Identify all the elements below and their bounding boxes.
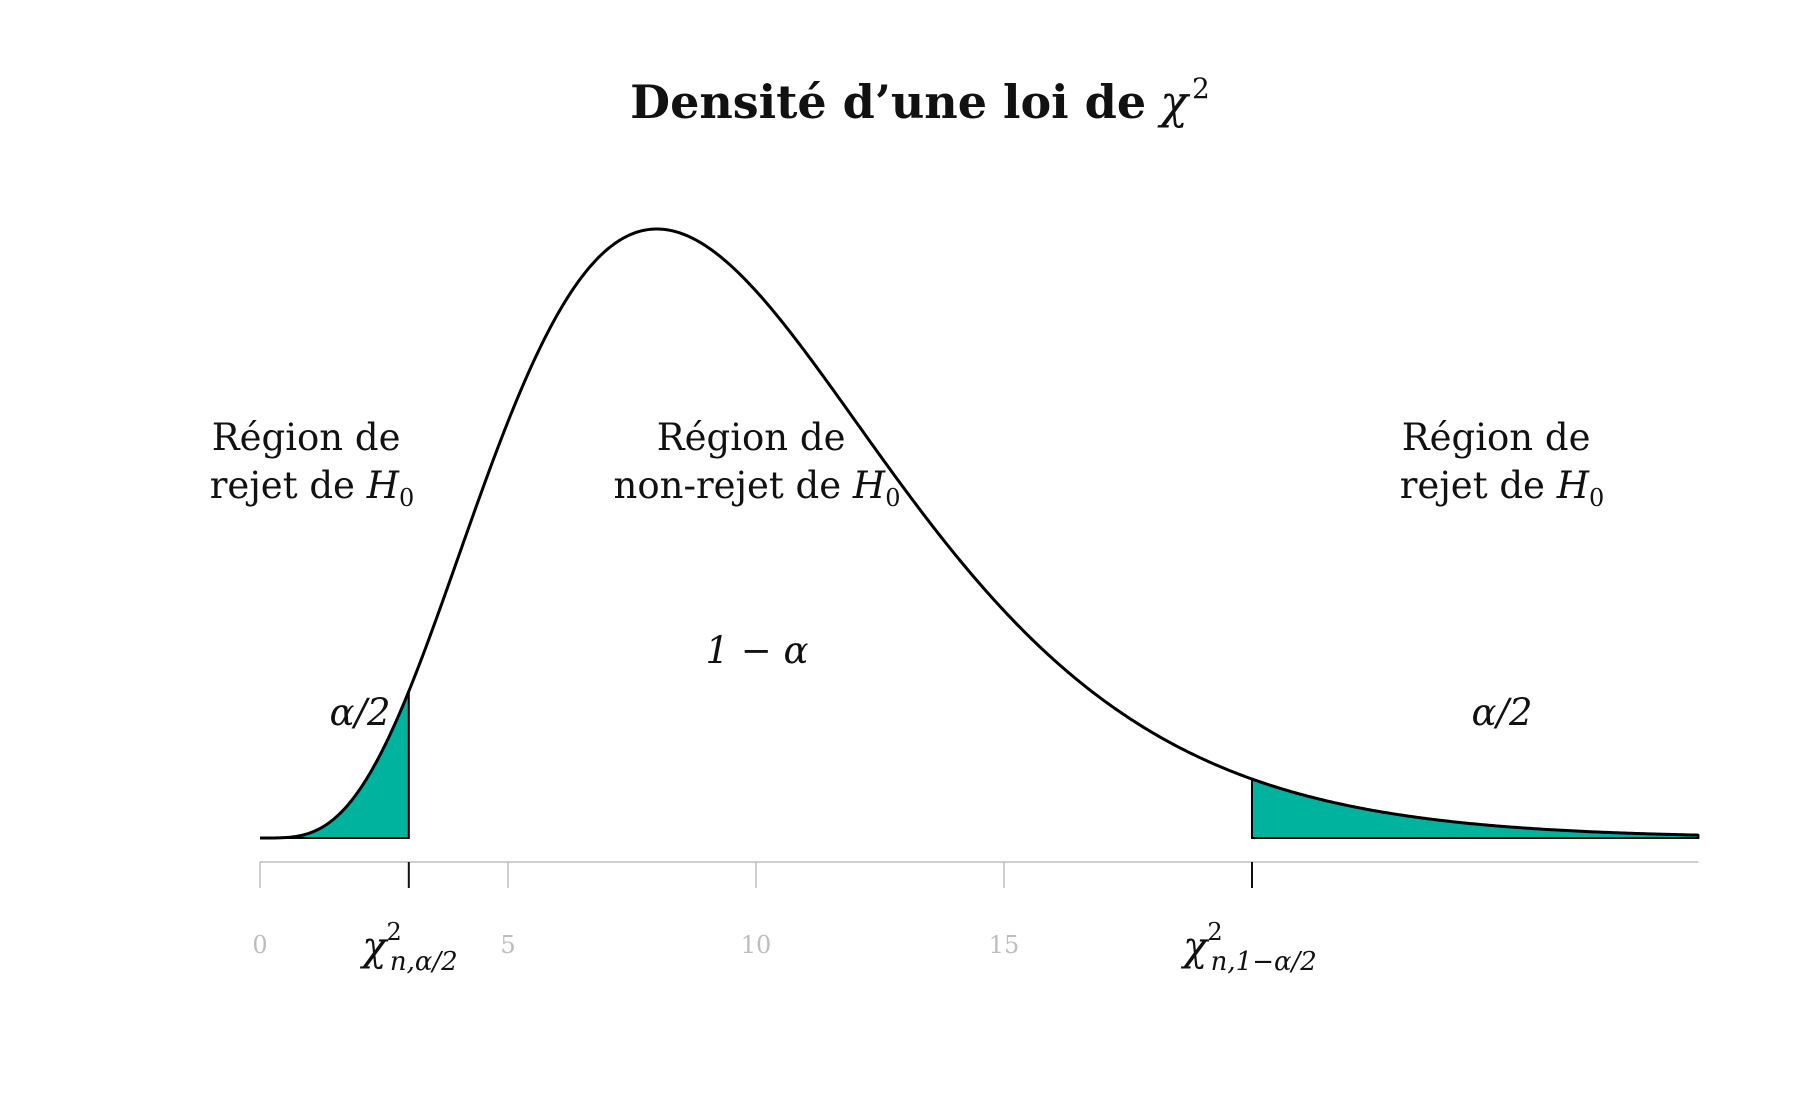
right-region-label: Région de rejet de H0 [1400, 416, 1605, 512]
lower-critical-symbol: χ [359, 924, 389, 970]
left-region-line2-text: rejet de [210, 464, 355, 507]
middle-area-label: 1 − α [705, 629, 808, 672]
right-area-label: α/2 [1472, 691, 1533, 734]
lower-critical-sub: n,α/2 [390, 947, 458, 977]
x-tick-label: 0 [252, 931, 267, 959]
x-axis: 0 5 10 15 [252, 861, 1699, 959]
middle-region-label: Région de non-rejet de H0 [614, 416, 901, 512]
chart-title-superscript: 2 [1192, 72, 1210, 105]
middle-region-var: H [852, 464, 886, 507]
lower-critical-sup: 2 [387, 918, 402, 946]
x-tick-label: 10 [741, 931, 772, 959]
right-rejection-area [1251, 777, 1700, 839]
upper-critical-symbol: χ [1180, 924, 1210, 970]
upper-critical-sup: 2 [1207, 918, 1222, 946]
upper-critical-sub: n,1−α/2 [1211, 947, 1317, 977]
chart-title: Densité d’une loi de χ 2 [630, 72, 1210, 129]
right-region-var: H [1556, 464, 1590, 507]
chart-title-text: Densité d’une loi de [630, 75, 1146, 129]
right-region-sub: 0 [1589, 484, 1604, 512]
upper-critical-value-label: χ2 n,1−α/2 [1180, 918, 1317, 977]
density-curve [260, 227, 1699, 840]
x-tick-label: 5 [500, 931, 515, 959]
right-region-line2-text: rejet de [1400, 464, 1545, 507]
middle-region-line2-text: non-rejet de [614, 464, 842, 507]
middle-region-sub: 0 [885, 484, 900, 512]
lower-critical-value-label: χ2 n,α/2 [359, 918, 457, 977]
left-region-line1: Région de [212, 416, 401, 459]
left-area-label: α/2 [330, 691, 391, 734]
x-tick-label: 15 [989, 931, 1020, 959]
right-region-line2: rejet de H0 [1400, 464, 1605, 512]
middle-region-line2: non-rejet de H0 [614, 464, 901, 512]
right-region-line1: Région de [1402, 416, 1591, 459]
chart-title-symbol: χ [1157, 75, 1191, 129]
middle-region-line1: Région de [657, 416, 846, 459]
left-region-label: Région de rejet de H0 [210, 416, 415, 512]
left-region-sub: 0 [399, 484, 414, 512]
left-region-var: H [366, 464, 400, 507]
left-region-line2: rejet de H0 [210, 464, 415, 512]
